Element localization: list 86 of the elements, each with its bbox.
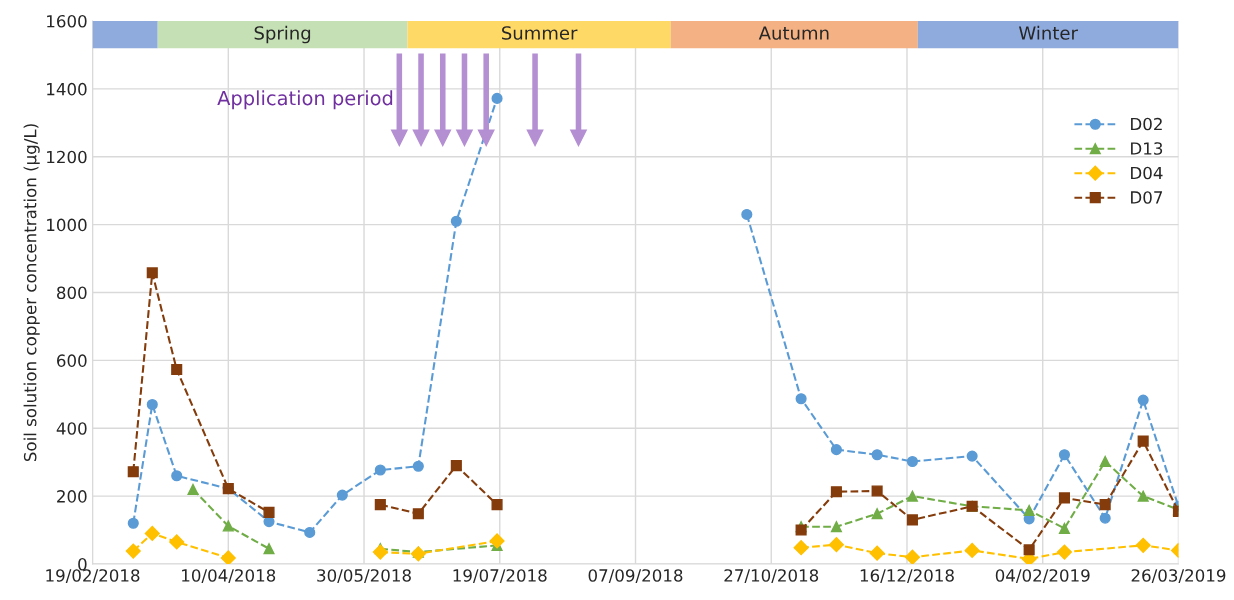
annotation: Application period	[217, 90, 393, 110]
point	[374, 499, 386, 511]
point	[146, 398, 158, 411]
y-tick-label: 600	[57, 354, 87, 367]
legend-label: D02	[1131, 117, 1162, 131]
point	[187, 483, 199, 495]
point	[1099, 499, 1111, 511]
x-tick-label: 10/04/2018	[182, 569, 276, 584]
point	[127, 517, 139, 529]
x-tick-label: 16/12/2018	[860, 569, 954, 584]
point	[1023, 504, 1035, 516]
x-tick-label: 19/02/2018	[46, 569, 140, 584]
point	[220, 550, 236, 564]
point	[871, 449, 883, 461]
point	[1137, 490, 1149, 502]
point	[222, 520, 234, 532]
point	[793, 540, 809, 556]
point	[263, 506, 275, 518]
point	[741, 208, 753, 221]
point	[336, 489, 348, 501]
point	[830, 521, 842, 533]
point	[966, 450, 978, 462]
legend-label: D13	[1131, 142, 1163, 155]
band-label: Summer	[502, 26, 578, 40]
point	[1023, 544, 1035, 556]
point	[1137, 394, 1149, 406]
point	[1058, 449, 1071, 461]
legend-label: D04	[1131, 166, 1163, 180]
point	[1135, 537, 1151, 553]
point	[904, 549, 920, 564]
point	[489, 533, 505, 549]
x-tick-label: 04/02/2019	[995, 569, 1090, 584]
point	[450, 215, 462, 227]
y-tick-label: 800	[57, 286, 87, 300]
band-label: Spring	[254, 25, 311, 44]
point	[906, 490, 918, 502]
y-tick-label: 1000	[47, 218, 87, 232]
point	[125, 543, 141, 559]
point	[169, 534, 185, 550]
y-tick-label: 400	[56, 422, 87, 435]
point	[374, 464, 386, 476]
point	[412, 460, 424, 472]
point	[450, 460, 462, 472]
point	[1056, 544, 1073, 560]
point	[263, 543, 275, 555]
x-tick-label: 07/09/2018	[588, 569, 683, 584]
point	[1099, 512, 1111, 524]
band-label: Autumn	[758, 26, 829, 40]
point	[795, 393, 807, 405]
point	[964, 542, 980, 558]
point	[1058, 522, 1071, 534]
point	[491, 499, 503, 511]
y-axis-title: Soil solution copper concentration (µg/L)	[23, 124, 40, 462]
point	[795, 524, 807, 536]
y-tick-label: 1200	[47, 150, 87, 164]
y-tick-label: 1600	[47, 14, 87, 28]
point	[372, 544, 388, 560]
point	[146, 267, 158, 279]
y-tick-label: 0	[78, 557, 87, 571]
point	[171, 363, 183, 376]
point	[127, 466, 139, 478]
point	[1058, 492, 1071, 504]
x-tick-label: 27/10/2018	[724, 569, 819, 584]
band-label: Winter	[1019, 25, 1078, 40]
point	[410, 546, 426, 562]
point	[1137, 435, 1149, 447]
point	[171, 470, 183, 482]
point	[871, 485, 883, 497]
y-tick-label: 200	[57, 490, 87, 503]
point	[830, 444, 842, 456]
point	[906, 455, 918, 468]
y-tick-label: 1400	[47, 82, 87, 96]
legend-label: D07	[1131, 191, 1163, 204]
point	[906, 514, 918, 526]
point	[491, 92, 503, 104]
x-tick-label: 30/05/2018	[317, 569, 411, 584]
point	[828, 537, 844, 553]
point	[144, 525, 160, 542]
x-tick-label: 26/03/2019	[1131, 569, 1226, 584]
point	[412, 508, 424, 520]
point	[830, 486, 842, 498]
x-tick-label: 19/07/2018	[453, 569, 547, 584]
point	[869, 545, 885, 561]
point	[1099, 455, 1111, 468]
point	[304, 526, 316, 538]
point	[871, 508, 883, 520]
